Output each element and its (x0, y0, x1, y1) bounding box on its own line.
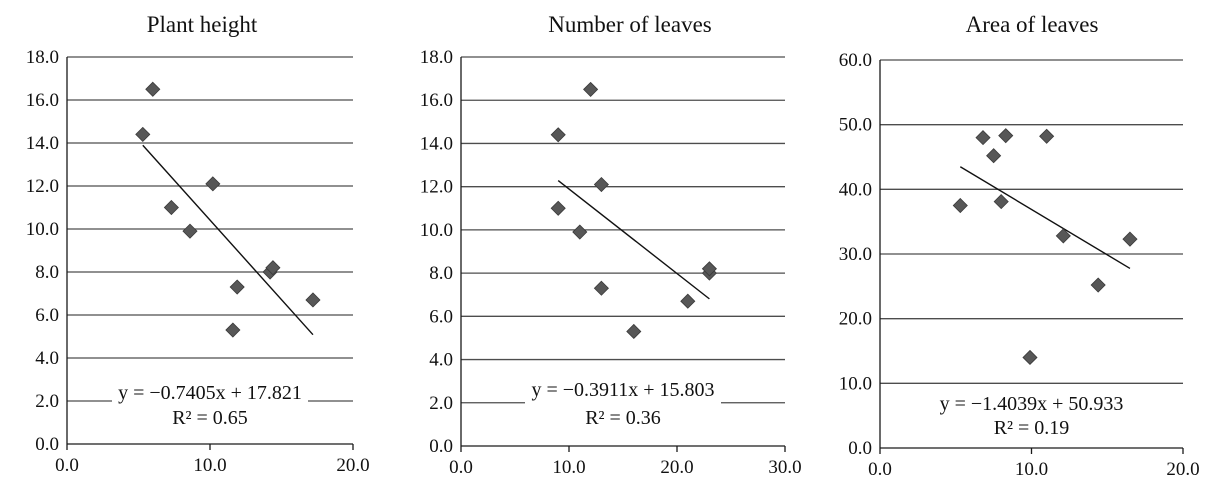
y-tick-label: 10.0 (26, 219, 59, 240)
y-tick-label: 18.0 (26, 47, 59, 68)
y-tick-label: 6.0 (35, 305, 59, 326)
data-point (975, 130, 991, 146)
y-tick-label: 4.0 (35, 348, 59, 369)
y-tick-label: 50.0 (839, 115, 872, 136)
y-tick-label: 6.0 (429, 306, 453, 327)
data-point (593, 176, 609, 193)
data-point (229, 279, 245, 295)
y-tick-label: 14.0 (420, 133, 453, 154)
trendline (142, 144, 314, 336)
r-squared-label: R² = 0.65 (172, 407, 248, 429)
data-point (1055, 228, 1071, 244)
data-point (163, 199, 179, 216)
y-tick-label: 12.0 (26, 176, 59, 197)
r-squared-label: R² = 0.19 (994, 417, 1070, 439)
y-tick-label: 14.0 (26, 133, 59, 154)
data-point (225, 322, 241, 338)
equation-label-background (525, 377, 721, 425)
x-tick-label: 10.0 (1015, 459, 1048, 480)
chart-panel: Number of leaves 0.0 2.0 4.0 6.0 8.0 10.0 12.0 1… (420, 12, 802, 478)
y-tick-label: 0.0 (429, 436, 453, 457)
x-tick-label: 0.0 (55, 455, 79, 476)
y-tick-label: 10.0 (420, 220, 453, 241)
y-tick-label: 18.0 (420, 47, 453, 68)
equation-label-background (112, 380, 308, 428)
trendline-equation: y = −1.4039x + 50.933 (940, 393, 1124, 415)
y-tick-label: 40.0 (839, 179, 872, 200)
data-point (998, 128, 1014, 144)
trendline-equation: y = −0.7405x + 17.821 (118, 382, 302, 404)
data-point (1039, 128, 1055, 144)
y-tick-label: 16.0 (26, 90, 59, 111)
y-tick-label: 60.0 (839, 50, 872, 71)
trendline (557, 179, 710, 300)
y-tick-label: 8.0 (429, 263, 453, 284)
data-point (583, 81, 599, 97)
data-point (680, 293, 696, 309)
equation-label-background (933, 391, 1130, 439)
x-tick-label: 20.0 (660, 457, 693, 478)
data-point (550, 127, 566, 143)
data-point (1122, 231, 1138, 247)
data-point (952, 197, 968, 214)
x-tick-label: 30.0 (768, 457, 801, 478)
chart-title: Plant height (147, 12, 258, 37)
chart-title: Area of leaves (966, 12, 1099, 37)
x-tick-label: 10.0 (193, 455, 226, 476)
chart-title: Number of leaves (548, 12, 712, 37)
data-point (993, 194, 1009, 210)
y-tick-label: 10.0 (839, 373, 872, 394)
r-squared-label: R² = 0.36 (585, 407, 661, 429)
data-point (145, 81, 161, 97)
y-tick-label: 0.0 (848, 438, 872, 459)
data-point (182, 223, 198, 239)
chart-panel: Plant height 0.0 2.0 4.0 6.0 8.0 10.0 12.0 14.0 1… (26, 12, 370, 476)
data-point (265, 260, 281, 276)
data-point (986, 148, 1002, 164)
data-point (1090, 277, 1106, 293)
data-point (550, 200, 566, 216)
trendline (959, 166, 1131, 270)
x-tick-label: 0.0 (449, 457, 473, 478)
data-point (1022, 349, 1038, 366)
data-point (593, 280, 609, 296)
data-point (205, 176, 221, 192)
y-tick-label: 30.0 (839, 244, 872, 265)
data-point (626, 323, 642, 340)
x-tick-label: 20.0 (336, 455, 369, 476)
y-tick-label: 2.0 (429, 393, 453, 414)
y-tick-label: 12.0 (420, 177, 453, 198)
data-point (701, 261, 717, 277)
data-point (572, 224, 588, 240)
x-tick-label: 10.0 (552, 457, 585, 478)
trendline-equation: y = −0.3911x + 15.803 (531, 379, 714, 401)
data-point (135, 126, 151, 142)
y-tick-label: 16.0 (420, 90, 453, 111)
x-tick-label: 0.0 (868, 459, 892, 480)
y-tick-label: 2.0 (35, 391, 59, 412)
data-point (305, 292, 321, 308)
chart-panel: Area of leaves 0.0 10.0 20.0 30.0 40.0 50.0 60.… (839, 12, 1200, 480)
y-tick-label: 4.0 (429, 350, 453, 371)
y-tick-label: 0.0 (35, 434, 59, 455)
y-tick-label: 8.0 (35, 262, 59, 283)
y-tick-label: 20.0 (839, 309, 872, 330)
x-tick-label: 20.0 (1166, 459, 1199, 480)
